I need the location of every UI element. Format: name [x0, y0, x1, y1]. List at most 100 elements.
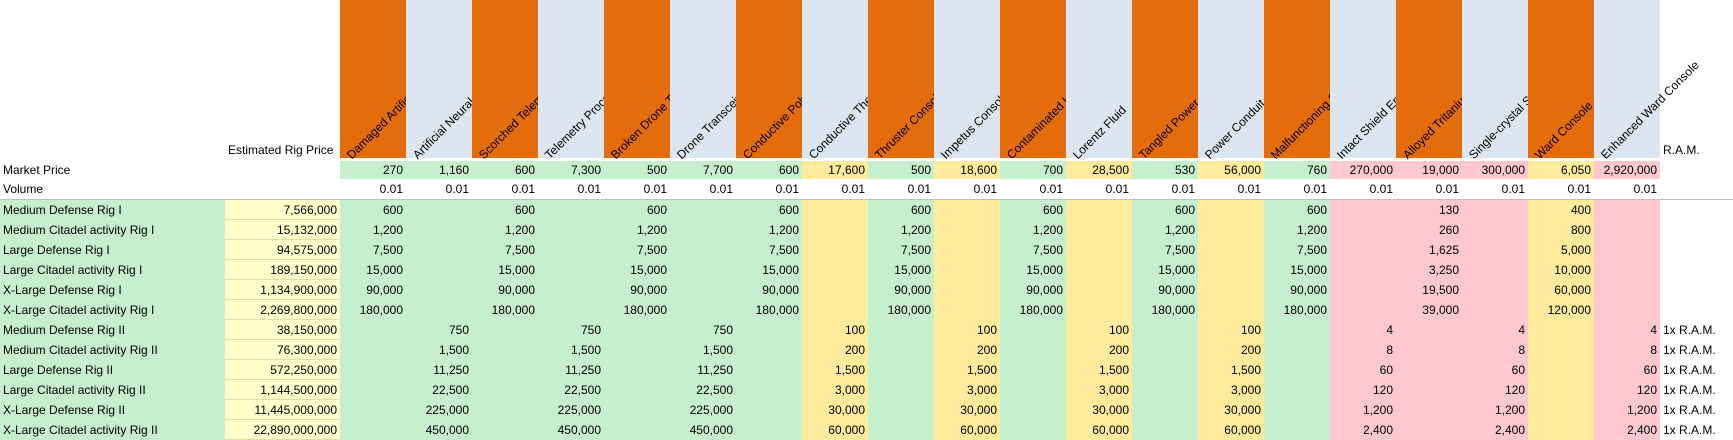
- volume-cell[interactable]: 0.01: [973, 182, 997, 196]
- table-cell[interactable]: 3,250: [1396, 260, 1462, 280]
- column-header-16[interactable]: Intact Shield Emitter: [1330, 0, 1420, 162]
- table-cell[interactable]: 180,000: [340, 300, 406, 320]
- table-cell[interactable]: [538, 260, 604, 280]
- table-cell[interactable]: 1,200: [1264, 220, 1330, 240]
- table-cell[interactable]: 1,500: [934, 360, 1000, 380]
- table-cell[interactable]: [1396, 360, 1462, 380]
- table-cell[interactable]: 1,500: [670, 340, 736, 360]
- table-cell[interactable]: 15,000: [1132, 260, 1198, 280]
- ram-requirement-cell[interactable]: 1x R.A.M.: [1660, 400, 1733, 420]
- market-price-cell[interactable]: 6,050: [1528, 161, 1594, 179]
- table-cell[interactable]: [538, 200, 604, 220]
- volume-cell[interactable]: 0.01: [1567, 182, 1591, 196]
- table-cell[interactable]: 7,500: [472, 240, 538, 260]
- table-cell[interactable]: 1,500: [406, 340, 472, 360]
- table-cell[interactable]: [1000, 320, 1066, 340]
- table-cell[interactable]: [1528, 420, 1594, 440]
- table-cell[interactable]: [1330, 220, 1396, 240]
- market-price-cell[interactable]: 7,300: [538, 161, 604, 179]
- table-cell[interactable]: 30,000: [934, 400, 1000, 420]
- table-cell[interactable]: 60,000: [1528, 280, 1594, 300]
- table-cell[interactable]: 3,000: [1198, 380, 1264, 400]
- table-cell[interactable]: 600: [340, 200, 406, 220]
- volume-cell[interactable]: 0.01: [1633, 182, 1657, 196]
- table-cell[interactable]: [1198, 300, 1264, 320]
- volume-cell[interactable]: 0.01: [1039, 182, 1063, 196]
- table-cell[interactable]: 450,000: [538, 420, 604, 440]
- table-cell[interactable]: [1198, 260, 1264, 280]
- ram-requirement-cell[interactable]: [1660, 300, 1733, 320]
- table-cell[interactable]: [736, 320, 802, 340]
- table-cell[interactable]: [670, 280, 736, 300]
- ram-requirement-cell[interactable]: 1x R.A.M.: [1660, 360, 1733, 380]
- row-name[interactable]: X-Large Citadel activity Rig II: [0, 420, 225, 440]
- table-cell[interactable]: [670, 300, 736, 320]
- ram-requirement-cell[interactable]: [1660, 200, 1733, 220]
- table-cell[interactable]: [472, 320, 538, 340]
- market-price-cell[interactable]: 700: [1000, 161, 1066, 179]
- table-cell[interactable]: [1528, 320, 1594, 340]
- table-cell[interactable]: [406, 300, 472, 320]
- estimated-price-cell[interactable]: 22,890,000,000: [225, 420, 340, 440]
- estimated-price-cell[interactable]: 7,566,000: [225, 200, 340, 220]
- ram-header[interactable]: R.A.M.: [1663, 143, 1700, 157]
- table-cell[interactable]: 750: [670, 320, 736, 340]
- table-cell[interactable]: [538, 300, 604, 320]
- estimated-price-cell[interactable]: 572,250,000: [225, 360, 340, 380]
- table-cell[interactable]: [670, 260, 736, 280]
- table-cell[interactable]: [802, 220, 868, 240]
- volume-label[interactable]: Volume: [3, 182, 44, 196]
- volume-cell[interactable]: 0.01: [379, 182, 403, 196]
- column-header-20[interactable]: Enhanced Ward Console: [1594, 0, 1702, 162]
- table-cell[interactable]: [736, 360, 802, 380]
- table-cell[interactable]: [340, 420, 406, 440]
- market-price-cell[interactable]: 28,500: [1066, 161, 1132, 179]
- table-cell[interactable]: [1594, 260, 1660, 280]
- estimated-price-cell[interactable]: 189,150,000: [225, 260, 340, 280]
- table-cell[interactable]: 15,000: [604, 260, 670, 280]
- table-cell[interactable]: 90,000: [1000, 280, 1066, 300]
- column-header-11[interactable]: Contaminated Lorentz Fluid: [1000, 0, 1118, 162]
- volume-cell[interactable]: 0.01: [643, 182, 667, 196]
- table-cell[interactable]: [604, 400, 670, 420]
- table-cell[interactable]: [868, 340, 934, 360]
- table-cell[interactable]: 120: [1330, 380, 1396, 400]
- table-cell[interactable]: 90,000: [736, 280, 802, 300]
- volume-cell[interactable]: 0.01: [1105, 182, 1129, 196]
- estimated-price-cell[interactable]: 1,134,900,000: [225, 280, 340, 300]
- table-cell[interactable]: 22,500: [406, 380, 472, 400]
- table-cell[interactable]: 1,200: [472, 220, 538, 240]
- table-cell[interactable]: 15,000: [1000, 260, 1066, 280]
- table-cell[interactable]: 7,500: [868, 240, 934, 260]
- ram-requirement-cell[interactable]: [1660, 220, 1733, 240]
- table-cell[interactable]: 8: [1594, 340, 1660, 360]
- table-cell[interactable]: [670, 240, 736, 260]
- row-name[interactable]: Large Defense Rig II: [0, 360, 225, 380]
- table-cell[interactable]: 5,000: [1528, 240, 1594, 260]
- table-cell[interactable]: 10,000: [1528, 260, 1594, 280]
- table-cell[interactable]: 22,500: [670, 380, 736, 400]
- ram-requirement-cell[interactable]: 1x R.A.M.: [1660, 380, 1733, 400]
- table-cell[interactable]: [472, 360, 538, 380]
- column-header-12[interactable]: Lorentz Fluid: [1066, 0, 1132, 162]
- table-cell[interactable]: 1,500: [1198, 360, 1264, 380]
- volume-cell[interactable]: 0.01: [775, 182, 799, 196]
- table-cell[interactable]: 600: [1000, 200, 1066, 220]
- table-cell[interactable]: 30,000: [1198, 400, 1264, 420]
- ram-requirement-cell[interactable]: [1660, 260, 1733, 280]
- table-cell[interactable]: [736, 400, 802, 420]
- table-cell[interactable]: 1,200: [1330, 400, 1396, 420]
- table-cell[interactable]: [1132, 420, 1198, 440]
- estimated-price-cell[interactable]: 2,269,800,000: [225, 300, 340, 320]
- table-cell[interactable]: 1,500: [802, 360, 868, 380]
- table-cell[interactable]: 7,500: [1000, 240, 1066, 260]
- table-cell[interactable]: 90,000: [1132, 280, 1198, 300]
- table-cell[interactable]: 180,000: [604, 300, 670, 320]
- table-cell[interactable]: [1264, 360, 1330, 380]
- table-cell[interactable]: [1528, 380, 1594, 400]
- table-cell[interactable]: 90,000: [604, 280, 670, 300]
- table-cell[interactable]: 120: [1462, 380, 1528, 400]
- column-header-18[interactable]: Single-crystal Superalloy I-beam: [1462, 0, 1598, 162]
- table-cell[interactable]: [604, 360, 670, 380]
- table-cell[interactable]: [1462, 280, 1528, 300]
